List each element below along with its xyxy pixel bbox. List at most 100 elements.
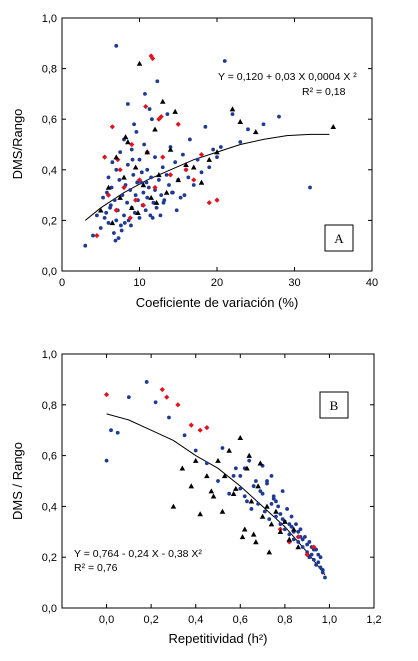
data-point-diamond bbox=[159, 386, 165, 393]
data-point-circle bbox=[314, 562, 318, 567]
data-point-diamond bbox=[127, 215, 133, 221]
x-tick-label: 40 bbox=[366, 277, 378, 289]
y-tick-label: 0,2 bbox=[42, 215, 57, 227]
data-point-circle bbox=[289, 514, 294, 519]
data-point-circle bbox=[278, 512, 283, 516]
data-point-triangle bbox=[192, 457, 199, 463]
data-point-circle bbox=[242, 494, 247, 499]
data-point-circle bbox=[269, 501, 274, 506]
data-point-triangle bbox=[210, 493, 217, 499]
data-point-circle bbox=[158, 213, 163, 218]
data-point-triangle bbox=[170, 503, 177, 509]
data-point-circle bbox=[155, 79, 160, 84]
data-point-circle bbox=[233, 466, 238, 471]
data-point-circle bbox=[247, 458, 252, 463]
data-point-circle bbox=[125, 162, 130, 167]
data-point-circle bbox=[150, 117, 154, 122]
data-point-circle bbox=[308, 185, 312, 190]
data-point-triangle bbox=[241, 526, 248, 532]
panel-label: B bbox=[330, 398, 339, 413]
data-point-circle bbox=[116, 236, 121, 241]
data-point-circle bbox=[164, 172, 169, 177]
data-point-circle bbox=[320, 570, 325, 575]
y-tick-label: 0,0 bbox=[42, 603, 57, 615]
panel-label-box bbox=[324, 224, 354, 252]
data-point-circle bbox=[170, 190, 174, 195]
data-point-circle bbox=[265, 479, 269, 483]
x-tick-label: 1,2 bbox=[366, 614, 381, 626]
data-point-circle bbox=[131, 172, 136, 177]
data-point-triangle bbox=[215, 457, 221, 463]
data-point-diamond bbox=[304, 552, 310, 558]
y-axis: 0,0 0,2 0,4 0,6 0,8 1,0 bbox=[42, 349, 374, 615]
data-point-circle bbox=[294, 522, 298, 527]
data-point-circle bbox=[143, 92, 147, 96]
data-point-circle bbox=[285, 507, 289, 511]
data-point-triangle bbox=[252, 129, 259, 135]
x-tick-label: 0,6 bbox=[233, 614, 248, 626]
data-point-triangle bbox=[179, 465, 186, 471]
data-point-circle bbox=[145, 195, 150, 200]
r-squared: R² = 0,18 bbox=[302, 86, 346, 98]
data-point-circle bbox=[300, 545, 305, 549]
data-point-circle bbox=[300, 537, 305, 542]
data-point-circle bbox=[238, 486, 243, 491]
data-point-triangle bbox=[219, 508, 226, 514]
data-point-triangle bbox=[128, 204, 135, 210]
data-point-triangle bbox=[125, 139, 131, 145]
data-point-circle bbox=[142, 142, 147, 147]
data-point-circle bbox=[182, 433, 187, 438]
data-point-diamond bbox=[198, 152, 205, 158]
data-point-triangle bbox=[135, 210, 141, 216]
data-point-circle bbox=[277, 114, 281, 119]
regression-equation: Y = 0,764 - 0,24 X - 0,38 X² bbox=[74, 548, 202, 560]
data-point-diamond bbox=[311, 544, 317, 550]
y-axis-title: DMS / Rango bbox=[10, 442, 25, 520]
data-point-diamond bbox=[188, 422, 194, 428]
data-points bbox=[83, 43, 337, 248]
data-point-diamond bbox=[103, 392, 110, 398]
data-point-triangle bbox=[248, 498, 255, 504]
data-point-diamond bbox=[109, 124, 115, 130]
data-point-triangle bbox=[175, 177, 182, 183]
data-point-diamond bbox=[133, 197, 139, 203]
data-points bbox=[103, 380, 327, 580]
data-point-triangle bbox=[286, 536, 293, 542]
y-axis-title: DMS/Rango bbox=[10, 109, 25, 180]
data-point-circle bbox=[274, 514, 278, 519]
data-point-triangle bbox=[229, 106, 236, 112]
data-point-triangle bbox=[237, 118, 244, 124]
data-point-circle bbox=[220, 446, 225, 450]
data-point-circle bbox=[146, 185, 151, 190]
y-tick-label: 0,6 bbox=[42, 451, 57, 463]
data-point-triangle bbox=[330, 123, 337, 130]
data-point-circle bbox=[160, 165, 165, 170]
data-point-circle bbox=[141, 190, 146, 195]
x-tick-label: 0 bbox=[59, 277, 65, 289]
data-point-circle bbox=[109, 428, 113, 433]
data-point-circle bbox=[238, 140, 243, 144]
data-point-circle bbox=[253, 479, 258, 483]
data-point-triangle bbox=[273, 508, 279, 514]
data-point-circle bbox=[316, 560, 321, 565]
data-point-circle bbox=[261, 122, 266, 127]
data-point-triangle bbox=[246, 452, 252, 458]
data-point-circle bbox=[125, 200, 129, 205]
data-point-circle bbox=[154, 205, 159, 210]
data-point-circle bbox=[311, 557, 316, 562]
data-point-circle bbox=[251, 484, 256, 488]
data-point-triangle bbox=[163, 189, 170, 195]
y-axis: 0,0 0,2 0,4 0,6 0,8 1,0 bbox=[42, 13, 372, 278]
data-point-triangle bbox=[144, 149, 151, 155]
data-point-triangle bbox=[221, 473, 228, 479]
data-point-circle bbox=[207, 165, 212, 170]
data-point-triangle bbox=[268, 521, 275, 527]
x-tick-label: 0,4 bbox=[188, 614, 203, 626]
data-point-triangle bbox=[159, 98, 166, 104]
data-point-triangle bbox=[233, 485, 239, 491]
y-tick-label: 0,0 bbox=[42, 266, 57, 278]
data-point-diamond bbox=[206, 200, 212, 206]
x-tick-label: 30 bbox=[288, 277, 300, 289]
data-point-circle bbox=[113, 238, 118, 243]
